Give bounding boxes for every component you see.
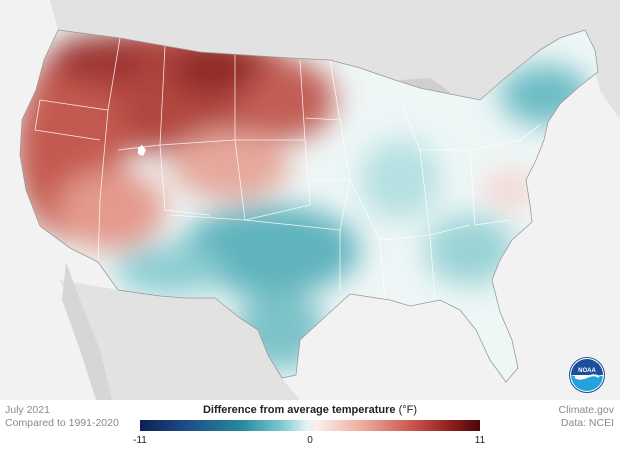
legend-color-bar: [140, 420, 480, 431]
legend-max-label: 11: [474, 435, 486, 446]
canada-landmass: [0, 0, 620, 120]
legend-mid-label: 0: [307, 435, 313, 446]
map-svg: [0, 0, 620, 400]
mexico-landmass: [60, 280, 300, 400]
legend-unit: (°F): [398, 404, 418, 416]
state-boundaries: [34, 37, 541, 301]
map-baseline: Compared to 1991-2020: [5, 417, 119, 429]
legend-min-label: -11: [133, 435, 147, 446]
legend-title: Difference from average temperature (°F): [202, 404, 418, 416]
source-data: Data: NCEI: [560, 417, 614, 429]
map-date: July 2021: [5, 404, 50, 416]
svg-text:NOAA: NOAA: [578, 368, 596, 374]
source-site: Climate.gov: [558, 404, 614, 416]
us-border: [19, 29, 599, 383]
map-caption: July 2021 Compared to 1991-2020: [5, 404, 119, 430]
baja-peninsula: [62, 262, 112, 400]
noaa-logo: NOAA: [569, 357, 605, 393]
great-salt-lake: [138, 145, 146, 156]
source-credit: Climate.gov Data: NCEI: [559, 404, 614, 430]
footer: July 2021 Compared to 1991-2020 Differen…: [0, 400, 620, 450]
temperature-anomaly-map: NOAA: [0, 0, 620, 400]
